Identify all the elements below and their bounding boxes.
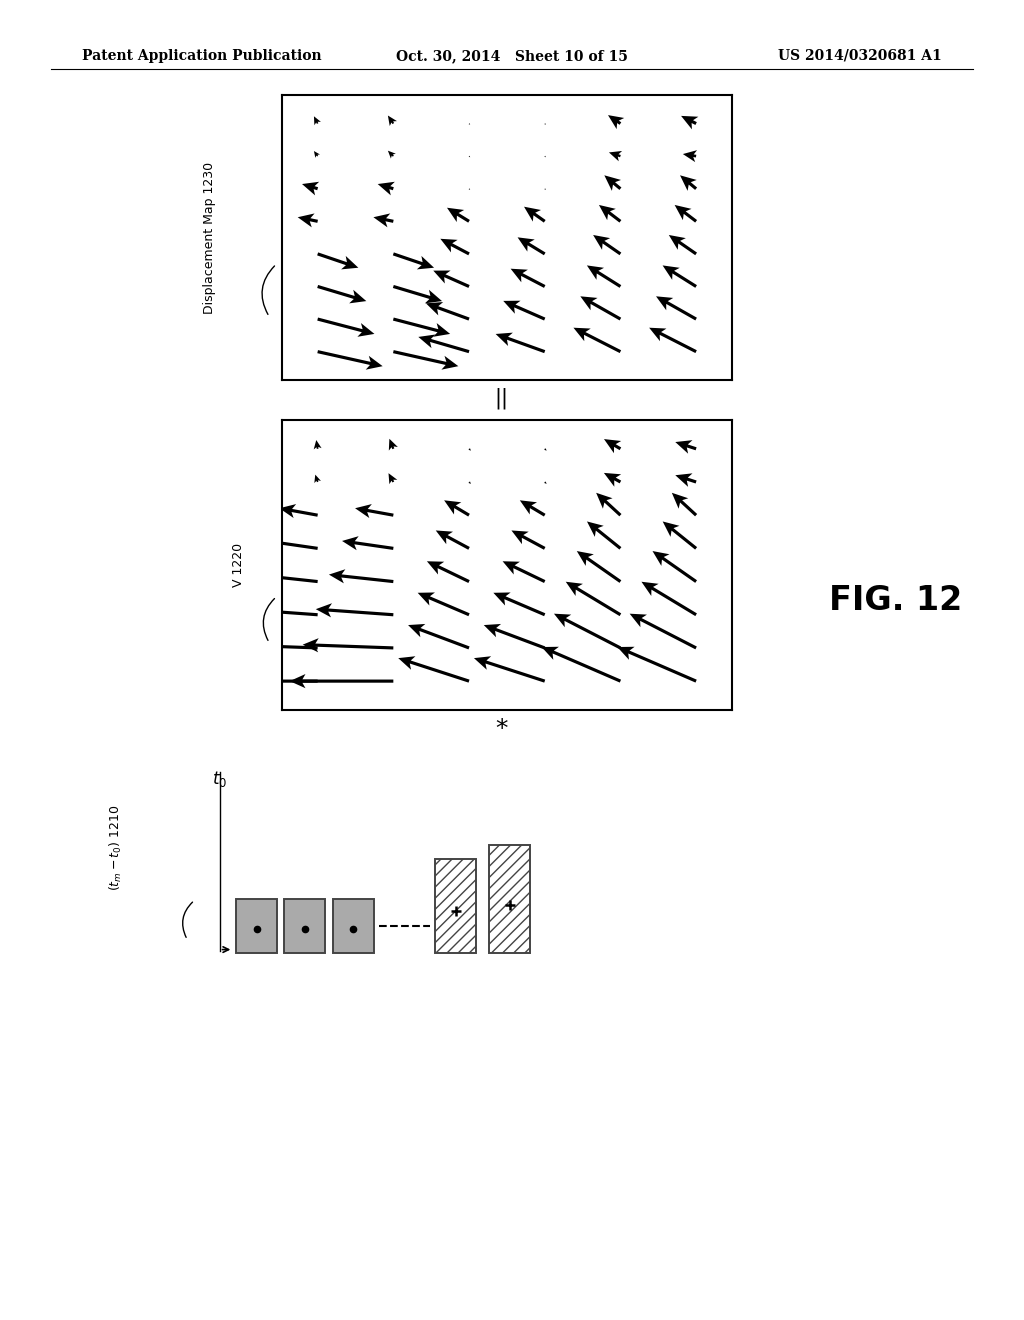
Text: ||: || [495, 388, 509, 409]
Text: $t_0$: $t_0$ [212, 770, 227, 789]
Text: US 2014/0320681 A1: US 2014/0320681 A1 [778, 49, 942, 63]
Text: Patent Application Publication: Patent Application Publication [82, 49, 322, 63]
Bar [489, 845, 530, 953]
Bar [285, 899, 326, 953]
Bar [435, 859, 476, 953]
Text: $(t_m - t_0)$ 1210: $(t_m - t_0)$ 1210 [108, 804, 124, 891]
Text: Displacement Map 1230: Displacement Map 1230 [204, 161, 216, 314]
Text: *: * [496, 717, 508, 741]
Bar [237, 899, 278, 953]
Text: FIG. 12: FIG. 12 [829, 583, 963, 616]
Bar [333, 899, 374, 953]
Text: Oct. 30, 2014   Sheet 10 of 15: Oct. 30, 2014 Sheet 10 of 15 [396, 49, 628, 63]
Text: V 1220: V 1220 [232, 543, 245, 587]
